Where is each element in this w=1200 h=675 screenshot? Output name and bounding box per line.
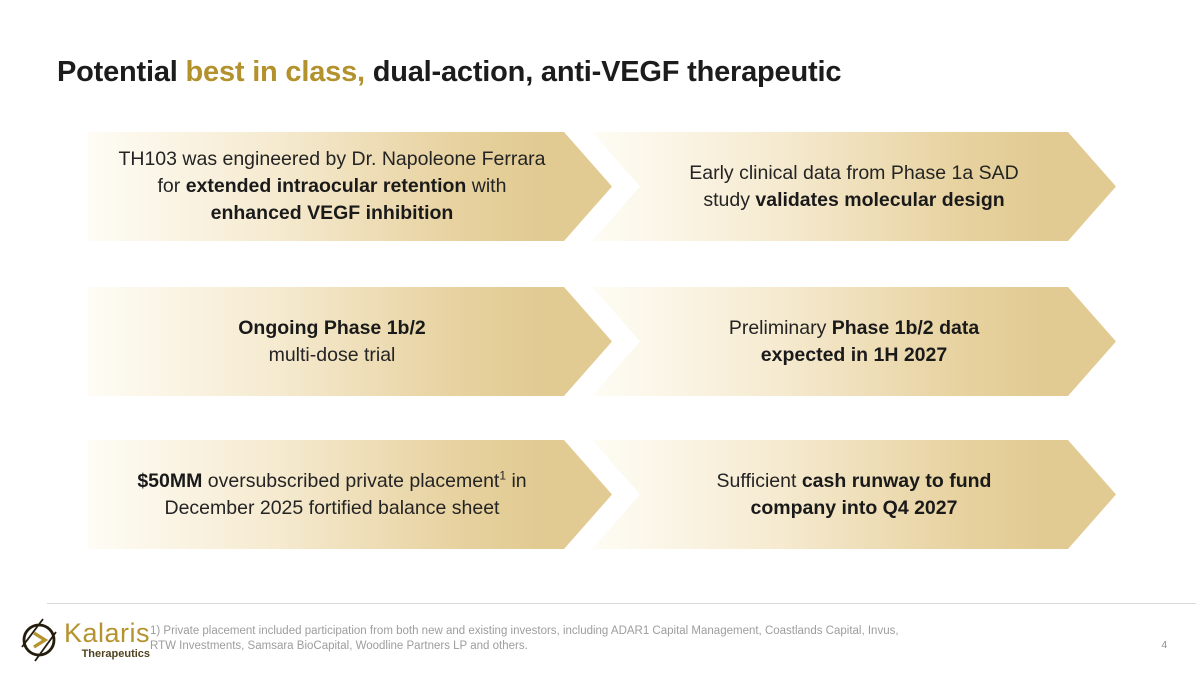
arrow-box-preliminary-data: Preliminary Phase 1b/2 data expected in … (592, 287, 1116, 396)
text-line: company into Q4 2027 (717, 495, 992, 522)
arrow-box-text: TH103 was engineered by Dr. Napoleone Fe… (118, 146, 545, 227)
text-segment-bold: Ongoing Phase 1b/2 (238, 316, 426, 339)
text-segment: Early clinical data from Phase 1a SAD (689, 161, 1019, 184)
text-segment-bold: $50MM (137, 469, 203, 492)
text-segment: with (466, 175, 507, 197)
text-line: multi-dose trial (238, 342, 425, 369)
kalaris-logo-icon (21, 618, 57, 662)
page-number: 4 (1161, 640, 1167, 651)
text-segment-bold: enhanced VEGF inhibition (210, 202, 454, 224)
text-segment: December 2025 fortified balance sheet (164, 496, 500, 519)
text-line: Sufficient cash runway to fund (717, 468, 992, 495)
text-segment: study (703, 188, 756, 211)
arrow-box-ongoing-trial: Ongoing Phase 1b/2 multi-dose trial (88, 287, 612, 396)
arrow-box-text: Early clinical data from Phase 1a SAD st… (689, 160, 1018, 214)
kalaris-logo: Kalaris Therapeutics (16, 615, 150, 663)
text-line: Ongoing Phase 1b/2 (238, 315, 425, 342)
logo-name: Kalaris (64, 617, 151, 648)
arrow-box-private-placement: $50MM oversubscribed private placement1 … (88, 440, 612, 549)
text-segment: in (506, 469, 527, 492)
logo-subtitle: Therapeutics (81, 647, 151, 660)
text-segment: multi-dose trial (268, 343, 396, 366)
text-line: December 2025 fortified balance sheet (137, 495, 526, 522)
text-line: $50MM oversubscribed private placement1 … (137, 468, 526, 495)
arrow-box-text: Ongoing Phase 1b/2 multi-dose trial (238, 315, 425, 369)
arrow-box-text: Sufficient cash runway to fund company i… (717, 468, 992, 522)
text-line: study validates molecular design (689, 187, 1018, 214)
text-segment-bold: extended intraocular retention (185, 175, 467, 197)
footnote: 1) Private placement included participat… (150, 624, 980, 653)
text-segment-bold: company into Q4 2027 (750, 496, 958, 519)
text-line: TH103 was engineered by Dr. Napoleone Fe… (118, 146, 545, 173)
text-segment-bold: expected in 1H 2027 (760, 343, 948, 366)
arrow-box-text: Preliminary Phase 1b/2 data expected in … (729, 315, 979, 369)
arrow-box-text: $50MM oversubscribed private placement1 … (137, 468, 526, 522)
footnote-marker: 1 (499, 468, 507, 482)
text-line: Preliminary Phase 1b/2 data (729, 315, 979, 342)
text-line: expected in 1H 2027 (729, 342, 979, 369)
text-segment-bold: cash runway to fund (801, 469, 992, 492)
title-suffix: dual-action, anti-VEGF therapeutic (364, 56, 842, 88)
text-segment-bold: validates molecular design (755, 188, 1005, 211)
text-line: enhanced VEGF inhibition (118, 200, 545, 227)
footnote-line-2: RTW Investments, Samsara BioCapital, Woo… (150, 639, 528, 652)
text-line: Early clinical data from Phase 1a SAD (689, 160, 1018, 187)
text-segment: oversubscribed private placement (202, 469, 500, 492)
footnote-line-1: 1) Private placement included participat… (150, 625, 899, 637)
title-prefix: Potential (57, 56, 186, 88)
text-segment: Preliminary (728, 316, 832, 339)
arrow-box-cash-runway: Sufficient cash runway to fund company i… (592, 440, 1116, 549)
text-segment-bold: Phase 1b/2 data (831, 316, 980, 339)
title-highlight: best in class, (185, 56, 366, 88)
kalaris-logo-text: Kalaris Therapeutics (64, 619, 150, 660)
text-segment: for (157, 175, 186, 197)
arrow-box-phase1a-data: Early clinical data from Phase 1a SAD st… (592, 132, 1116, 241)
page-title: Potential best in class, dual-action, an… (57, 56, 841, 89)
arrow-box-th103-engineering: TH103 was engineered by Dr. Napoleone Fe… (88, 132, 612, 241)
text-segment: TH103 was engineered by Dr. Napoleone Fe… (118, 148, 546, 170)
text-line: for extended intraocular retention with (118, 173, 545, 200)
text-segment: Sufficient (716, 469, 802, 492)
footer-divider (47, 603, 1196, 604)
